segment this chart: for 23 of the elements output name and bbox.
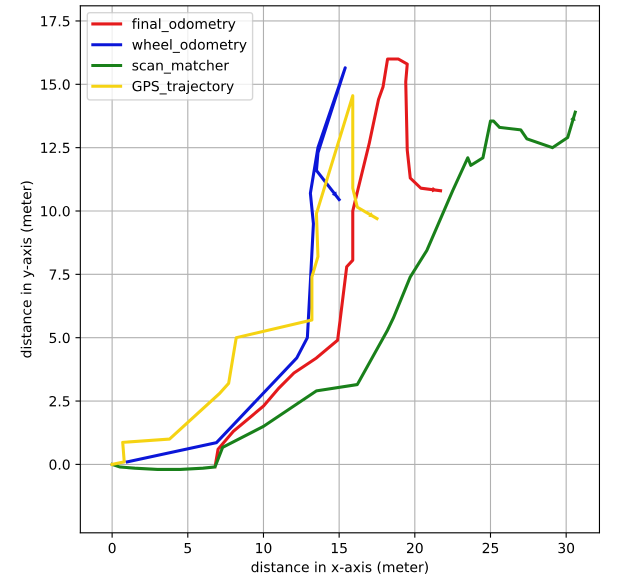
x-tick-label: 15 bbox=[332, 542, 347, 554]
legend-label: GPS_trajectory bbox=[132, 80, 234, 94]
x-tick-label: 20 bbox=[407, 542, 423, 554]
y-tick-label: 15.0 bbox=[41, 79, 70, 90]
y-tick-label: 17.5 bbox=[41, 16, 70, 26]
line-series bbox=[110, 110, 577, 471]
x-tick-label: 30 bbox=[558, 542, 574, 554]
x-tick-label: 10 bbox=[256, 542, 272, 554]
y-tick-label: 0.0 bbox=[49, 459, 70, 470]
legend-label: final_odometry bbox=[132, 18, 236, 32]
y-axis-title: distance in y-axis (meter) bbox=[20, 181, 34, 358]
legend-label: wheel_odometry bbox=[132, 39, 247, 53]
x-tick-label: 5 bbox=[184, 542, 191, 554]
x-tick-label: 25 bbox=[482, 542, 498, 554]
y-tick-label: 12.5 bbox=[41, 142, 70, 154]
x-axis-title: distance in x-axis (meter) bbox=[251, 562, 428, 574]
x-tick-label: 0 bbox=[108, 542, 116, 554]
y-tick-label: 10.0 bbox=[41, 206, 70, 216]
y-tick-label: 5.0 bbox=[50, 332, 70, 344]
legend-label: scan_matcher bbox=[132, 60, 230, 74]
line-series bbox=[110, 94, 379, 466]
y-tick-label: 2.5 bbox=[50, 396, 70, 407]
y-tick-label: 7.5 bbox=[50, 270, 70, 280]
